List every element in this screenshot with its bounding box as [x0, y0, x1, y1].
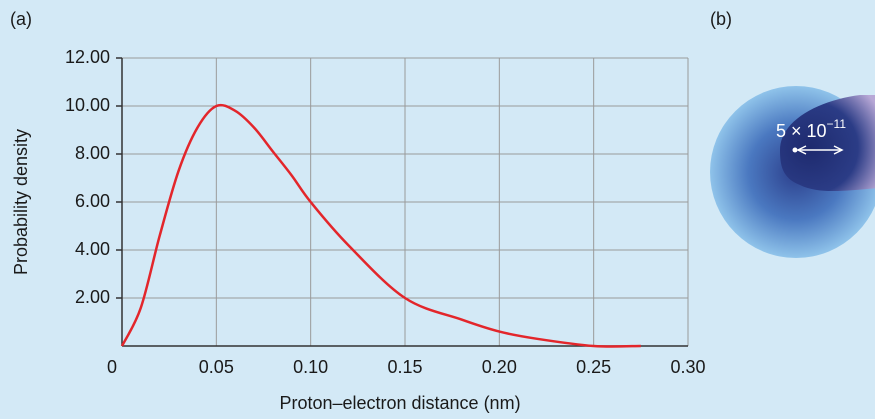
x-tick-label: 0.05	[199, 357, 234, 377]
x-axis-label: Proton–electron distance (nm)	[279, 393, 520, 413]
radius-base: 5 × 10	[776, 121, 827, 141]
y-tick-label: 10.00	[65, 95, 110, 115]
panel-label: (a)	[10, 9, 32, 29]
data-line	[120, 103, 641, 348]
x-tick-label: 0.15	[387, 357, 422, 377]
radius-label: 5 × 10−11	[776, 117, 846, 141]
proton	[792, 147, 798, 153]
atom-illustration: 5 × 10−11	[710, 86, 875, 258]
y-tick-label: 4.00	[75, 239, 110, 259]
y-axis-label: Probability density	[11, 129, 31, 275]
x-tick-label: 0.30	[670, 357, 705, 377]
x-tick-label: 0.20	[482, 357, 517, 377]
y-tick-label: 2.00	[75, 287, 110, 307]
x-tick-label: 0.10	[293, 357, 328, 377]
x-tick-label: 0	[107, 357, 117, 377]
y-tick-label: 8.00	[75, 143, 110, 163]
radius-exponent: −11	[827, 117, 847, 131]
panel-label: (b)	[710, 9, 732, 29]
y-tick-label: 6.00	[75, 191, 110, 211]
y-tick-label: 12.00	[65, 47, 110, 67]
x-tick-label: 0.25	[576, 357, 611, 377]
probability-region	[780, 95, 875, 191]
arrow-heads	[796, 145, 844, 155]
